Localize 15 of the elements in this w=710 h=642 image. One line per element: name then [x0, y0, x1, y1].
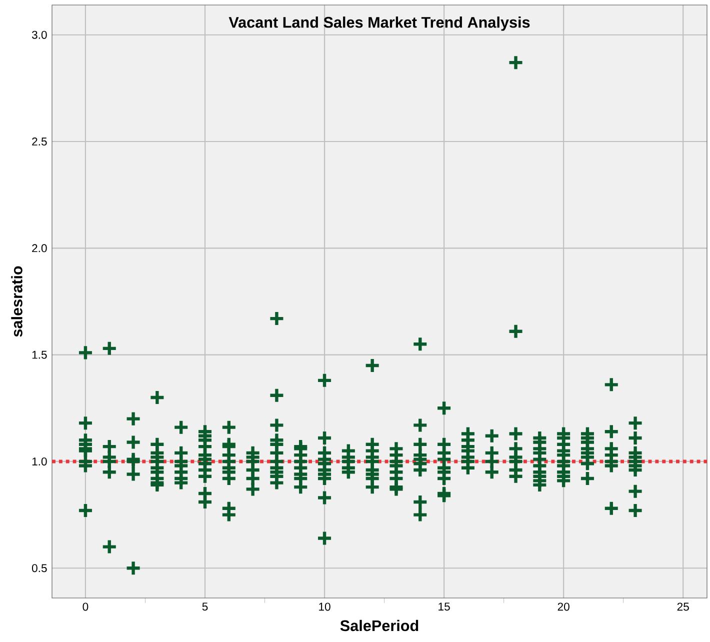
x-tick-label: 25: [677, 602, 689, 611]
x-tick-label: 0: [82, 602, 88, 611]
y-tick-label: 2.5: [32, 138, 47, 146]
y-tick-label: 1.5: [32, 350, 47, 359]
x-tick-label: 10: [319, 602, 330, 611]
y-tick-label: 3.0: [32, 30, 47, 39]
x-tick-label: 20: [558, 602, 570, 611]
y-tick-label: 0.5: [32, 564, 47, 572]
y-axis-title: salesratio: [11, 266, 22, 337]
text: Vacant Land Sales Market Trend Analysis: [228, 16, 530, 31]
x-tick-label: 15: [438, 602, 450, 611]
y-tick-label: 1.0: [32, 457, 47, 466]
y-tick-label: 2.0: [32, 244, 47, 252]
x-tick-label: 5: [202, 602, 208, 611]
x-axis-title: SalePeriod: [340, 620, 418, 632]
